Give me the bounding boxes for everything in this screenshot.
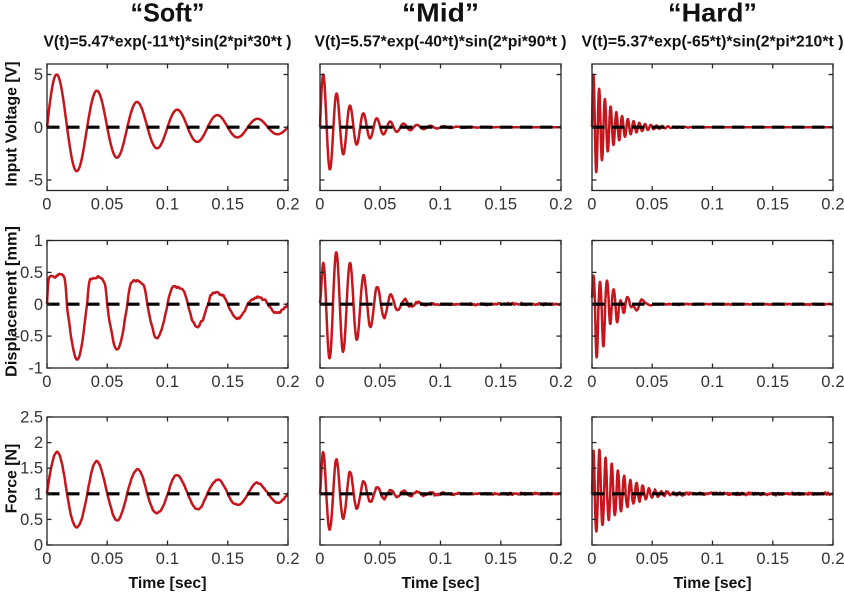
svg-text:0.05: 0.05 — [91, 373, 124, 391]
svg-text:0: 0 — [42, 373, 51, 391]
svg-text:0: 0 — [315, 550, 324, 568]
svg-text:0.15: 0.15 — [756, 373, 789, 391]
svg-text:0: 0 — [315, 373, 324, 391]
svg-text:0.2: 0.2 — [549, 196, 573, 214]
svg-text:0: 0 — [587, 196, 596, 214]
svg-text:0: 0 — [42, 550, 51, 568]
svg-text:0.1: 0.1 — [429, 550, 453, 568]
svg-text:0.1: 0.1 — [701, 373, 725, 391]
svg-text:0.1: 0.1 — [701, 550, 725, 568]
svg-text:Time [sec]: Time [sec] — [674, 575, 752, 591]
svg-text:V(t)=5.57*exp(-40*t)*sin(2*pi*: V(t)=5.57*exp(-40*t)*sin(2*pi*90*t ) — [315, 34, 567, 51]
svg-text:0.1: 0.1 — [429, 196, 453, 214]
svg-text:1.5: 1.5 — [20, 460, 43, 478]
svg-text:0.15: 0.15 — [211, 550, 244, 568]
svg-text:V(t)=5.37*exp(-65*t)*sin(2*pi*: V(t)=5.37*exp(-65*t)*sin(2*pi*210*t ) — [582, 34, 844, 51]
svg-text:1: 1 — [34, 232, 43, 250]
svg-text:0: 0 — [34, 296, 43, 314]
svg-text:2.5: 2.5 — [20, 409, 43, 427]
svg-text:5: 5 — [34, 66, 43, 84]
svg-text:-1: -1 — [28, 360, 43, 378]
svg-text:0.5: 0.5 — [20, 264, 43, 282]
svg-text:0.15: 0.15 — [211, 373, 244, 391]
svg-text:0.2: 0.2 — [821, 373, 844, 391]
svg-text:Force [N]: Force [N] — [4, 444, 21, 514]
svg-text:0.1: 0.1 — [156, 373, 180, 391]
svg-text:Input Voltage [V]: Input Voltage [V] — [4, 62, 21, 187]
svg-text:“Mid”: “Mid” — [402, 0, 479, 28]
svg-text:0.05: 0.05 — [364, 373, 397, 391]
svg-text:0: 0 — [587, 550, 596, 568]
svg-text:0: 0 — [587, 373, 596, 391]
svg-text:0.15: 0.15 — [756, 196, 789, 214]
svg-text:Time [sec]: Time [sec] — [129, 575, 207, 591]
svg-text:0.15: 0.15 — [484, 196, 517, 214]
svg-text:0.05: 0.05 — [91, 550, 124, 568]
svg-text:0.1: 0.1 — [429, 373, 453, 391]
svg-text:0.2: 0.2 — [276, 196, 300, 214]
svg-text:0.2: 0.2 — [276, 550, 300, 568]
svg-text:0.05: 0.05 — [364, 550, 397, 568]
svg-text:0.15: 0.15 — [484, 550, 517, 568]
svg-text:-0.5: -0.5 — [15, 328, 43, 346]
svg-text:0.2: 0.2 — [549, 373, 573, 391]
svg-text:0.2: 0.2 — [821, 196, 844, 214]
svg-text:0.05: 0.05 — [636, 373, 669, 391]
svg-text:0: 0 — [42, 196, 51, 214]
svg-text:2: 2 — [34, 434, 43, 452]
svg-text:0.05: 0.05 — [636, 196, 669, 214]
svg-text:0.5: 0.5 — [20, 511, 43, 529]
svg-text:0.15: 0.15 — [484, 373, 517, 391]
svg-text:0.05: 0.05 — [636, 550, 669, 568]
svg-text:0: 0 — [315, 196, 324, 214]
svg-text:0: 0 — [34, 537, 43, 555]
svg-text:0.05: 0.05 — [364, 196, 397, 214]
svg-text:Time [sec]: Time [sec] — [402, 575, 480, 591]
svg-text:0.2: 0.2 — [276, 373, 300, 391]
svg-text:-5: -5 — [28, 172, 43, 190]
svg-text:0.2: 0.2 — [549, 550, 573, 568]
svg-text:0.1: 0.1 — [156, 550, 180, 568]
svg-text:0.1: 0.1 — [156, 196, 180, 214]
svg-text:“Hard”: “Hard” — [668, 0, 757, 28]
svg-text:0.1: 0.1 — [701, 196, 725, 214]
svg-text:0.05: 0.05 — [91, 196, 124, 214]
svg-text:0.15: 0.15 — [211, 196, 244, 214]
svg-text:0.2: 0.2 — [821, 550, 844, 568]
svg-text:0.15: 0.15 — [756, 550, 789, 568]
svg-text:V(t)=5.47*exp(-11*t)*sin(2*pi*: V(t)=5.47*exp(-11*t)*sin(2*pi*30*t ) — [44, 34, 292, 51]
svg-text:0: 0 — [34, 119, 43, 137]
svg-text:Displacement [mm]: Displacement [mm] — [4, 226, 21, 377]
svg-text:1: 1 — [34, 485, 43, 503]
svg-text:“Soft”: “Soft” — [131, 0, 205, 28]
